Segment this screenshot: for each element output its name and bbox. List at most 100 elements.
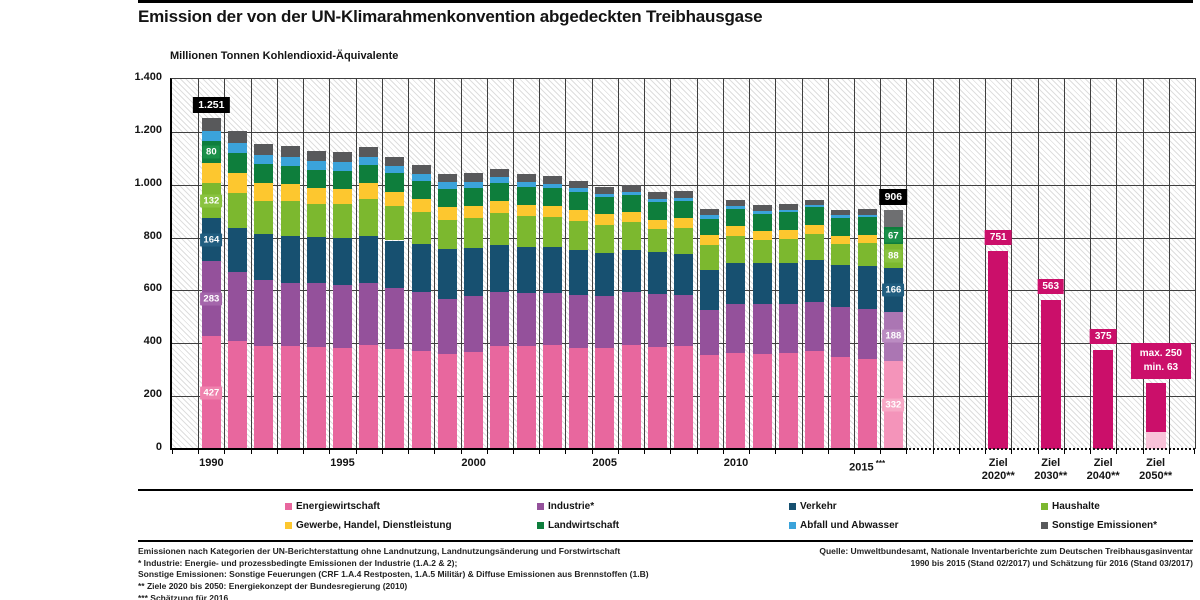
bar-segment-abfall-und-abwasser xyxy=(437,182,457,189)
legend-item-gewerbe-handel-dienstleistung: Gewerbe, Handel, Dienstleistung xyxy=(285,520,452,531)
bar-segment-landwirtschaft xyxy=(805,207,825,225)
bar-segment-industrie- xyxy=(857,308,877,359)
x-tick-label-year: 1990 xyxy=(199,457,224,469)
bar-value-label: 427 xyxy=(200,386,223,400)
x-axis-tick xyxy=(381,449,383,454)
source-line: 1990 bis 2015 (Stand 02/2017) und Schätz… xyxy=(910,557,1193,568)
bar-segment-sonstige-emissionen- xyxy=(464,173,484,182)
bar-segment-haushalte xyxy=(254,201,274,235)
bar-segment-haushalte xyxy=(333,204,352,239)
x-axis-tick xyxy=(958,449,960,454)
bar-segment-energiewirtschaft xyxy=(437,354,457,449)
bar-segment-landwirtschaft xyxy=(490,182,510,201)
y-tick-label: 600 xyxy=(143,282,162,295)
x-axis-tick xyxy=(775,449,777,454)
bar-segment-landwirtschaft xyxy=(280,165,300,185)
bar-segment-sonstige-emissionen- xyxy=(280,146,300,157)
bar-segment-gewerbe-handel-dienstleistung xyxy=(464,205,484,218)
x-axis-line xyxy=(170,448,907,450)
bar-segment-landwirtschaft xyxy=(385,173,405,192)
bar-segment-industrie- xyxy=(726,303,746,354)
v-gridline xyxy=(1011,79,1013,449)
bar-segment-gewerbe-handel-dienstleistung xyxy=(778,229,798,239)
bar-segment-energiewirtschaft xyxy=(857,358,877,449)
v-gridline xyxy=(303,79,305,449)
bar-segment-sonstige-emissionen- xyxy=(700,209,720,216)
target-max-min-line: max. 250 xyxy=(1139,347,1182,359)
legend-swatch xyxy=(537,502,544,510)
bar-value-label: 80 xyxy=(203,145,220,159)
divider-above-legend xyxy=(138,489,1193,491)
bar-segment-energiewirtschaft xyxy=(700,355,720,449)
v-gridline xyxy=(1090,79,1092,449)
bar-segment-gewerbe-handel-dienstleistung xyxy=(542,205,562,217)
bar-segment-verkehr xyxy=(778,262,798,304)
v-gridline xyxy=(958,79,960,449)
bar-segment-abfall-und-abwasser xyxy=(700,215,720,219)
plot-area: 427 283 164 132 80 332 188 166 88 67 1.251 906 751 Zi… xyxy=(170,78,1196,482)
bar-segment-haushalte xyxy=(805,234,825,261)
legend-label: Gewerbe, Handel, Dienstleistung xyxy=(296,520,452,531)
bar-segment-sonstige-emissionen- xyxy=(805,199,825,205)
bar-segment-energiewirtschaft xyxy=(411,351,431,449)
footnote-line: Sonstige Emissionen: Sonstige Feuerungen… xyxy=(138,569,649,579)
x-axis-tick xyxy=(329,449,331,454)
bar-segment-gewerbe-handel-dienstleistung xyxy=(621,211,641,223)
bar-segment-abfall-und-abwasser xyxy=(516,182,536,188)
x-axis-tick xyxy=(880,449,882,454)
y-axis-unit-label: Millionen Tonnen Kohlendioxid-Äquivalent… xyxy=(170,50,399,62)
target-label-line: 2030** xyxy=(1034,470,1068,482)
v-gridline xyxy=(775,79,777,449)
bar-segment-landwirtschaft xyxy=(516,187,536,205)
v-gridline xyxy=(1142,79,1144,449)
x-axis-tick xyxy=(906,449,908,454)
bar-segment-industrie- xyxy=(333,284,352,349)
bar-segment-sonstige-emissionen- xyxy=(254,143,274,155)
v-gridline xyxy=(1037,79,1039,449)
v-gridline xyxy=(198,79,200,449)
bar-segment-industrie- xyxy=(805,301,825,351)
y-tick-label: 800 xyxy=(143,229,162,242)
bar-segment-sonstige-emissionen- xyxy=(569,181,589,189)
target-label-line: Ziel xyxy=(988,457,1008,469)
bar-segment-industrie- xyxy=(700,310,720,356)
bar-segment-landwirtschaft xyxy=(569,192,589,210)
bar-segment-energiewirtschaft xyxy=(542,345,562,449)
bar-segment-haushalte xyxy=(778,238,798,263)
bar-segment-industrie- xyxy=(569,294,589,348)
bar-segment-abfall-und-abwasser xyxy=(411,173,431,181)
h-gridline xyxy=(172,131,1195,133)
x-axis-tick xyxy=(854,449,855,454)
v-gridline xyxy=(1168,79,1170,449)
x-axis-tick xyxy=(932,449,934,454)
x-axis-tick xyxy=(1011,449,1013,454)
legend-label: Industrie* xyxy=(548,501,595,512)
bar-segment-verkehr xyxy=(359,236,379,284)
x-axis-tick xyxy=(749,449,751,454)
bar-segment-landwirtschaft xyxy=(752,213,772,231)
x-axis-tick xyxy=(539,449,541,454)
bar-segment-gewerbe-handel-dienstleistung xyxy=(726,225,746,236)
bar-segment-haushalte xyxy=(621,222,641,251)
bar-segment-sonstige-emissionen- xyxy=(437,173,457,183)
bar-segment-landwirtschaft xyxy=(228,153,248,173)
bar-segment-verkehr xyxy=(437,249,457,299)
x-tick-label-year: 2005 xyxy=(592,457,618,469)
bar-segment-verkehr xyxy=(595,253,615,296)
target-bar xyxy=(988,250,1009,449)
x-axis-tick xyxy=(985,449,987,454)
bar-segment-haushalte xyxy=(359,199,379,237)
bar-segment-gewerbe-handel-dienstleistung xyxy=(201,162,221,184)
bar-segment-energiewirtschaft xyxy=(306,346,326,449)
x-axis-tick xyxy=(1090,449,1092,454)
bar-segment-verkehr xyxy=(700,269,720,311)
bar-segment-sonstige-emissionen- xyxy=(228,131,248,144)
x-tick-label-year: 2015 *** xyxy=(849,459,886,474)
y-tick-label: 400 xyxy=(143,335,162,348)
bar-segment-energiewirtschaft xyxy=(805,350,825,449)
x-axis-tick xyxy=(591,449,593,454)
x-axis-tick xyxy=(827,449,829,454)
bar-segment-verkehr xyxy=(542,247,562,293)
bar-segment-verkehr xyxy=(621,250,641,293)
v-gridline xyxy=(250,79,252,449)
